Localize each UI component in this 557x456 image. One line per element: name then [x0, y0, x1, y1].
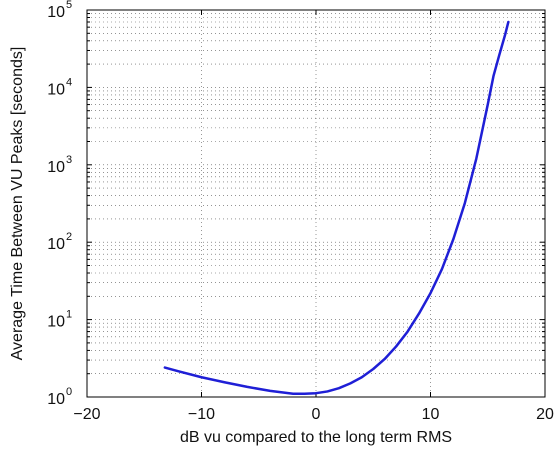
x-tick-label: 10: [422, 406, 440, 423]
y-tick-label-exponent: 0: [66, 386, 72, 398]
grid-lines: [87, 10, 545, 397]
y-tick-label-base: 10: [47, 236, 65, 253]
x-axis-title: dB vu compared to the long term RMS: [180, 429, 452, 446]
y-tick-label-exponent: 4: [66, 76, 72, 88]
y-tick-label-exponent: 2: [66, 231, 72, 243]
series-line-0: [163, 20, 510, 396]
y-tick-label: 10 2: [47, 231, 72, 253]
x-tick-label: 20: [536, 406, 554, 423]
y-tick-label: 10 4: [47, 76, 72, 98]
y-tick-label-exponent: 5: [66, 0, 72, 11]
y-tick-label-base: 10: [47, 391, 65, 408]
y-tick-label: 10 3: [47, 154, 72, 176]
y-tick-label: 10 5: [47, 0, 72, 21]
y-tick-label-base: 10: [47, 4, 65, 21]
y-tick-label-base: 10: [47, 159, 65, 176]
y-tick-label-exponent: 3: [66, 154, 72, 166]
plot-frame: [86, 9, 546, 398]
y-tick-label-base: 10: [47, 81, 65, 98]
series-layer: [163, 20, 510, 396]
y-axis-title: Average Time Between VU Peaks [seconds]: [9, 47, 26, 361]
x-tick-label: −20: [73, 406, 100, 423]
y-tick-label: 10 1: [47, 309, 72, 331]
y-tick-label: 10 0: [47, 386, 72, 408]
x-tick-label: 0: [312, 406, 321, 423]
y-tick-label-exponent: 1: [66, 309, 72, 321]
x-tick-label: −10: [188, 406, 215, 423]
y-tick-label-base: 10: [47, 314, 65, 331]
